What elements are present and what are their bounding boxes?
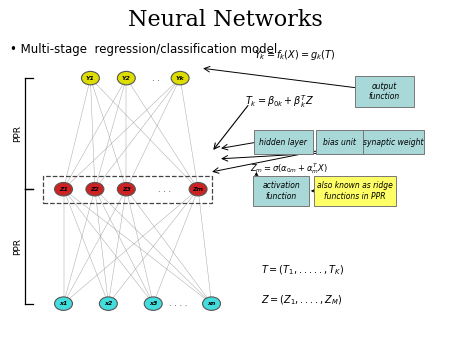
FancyBboxPatch shape — [315, 130, 363, 154]
Text: PPR: PPR — [13, 125, 22, 142]
Circle shape — [86, 183, 104, 196]
Text: . .: . . — [152, 74, 159, 82]
Text: Z2: Z2 — [90, 187, 99, 192]
Text: Yk: Yk — [176, 76, 184, 81]
FancyBboxPatch shape — [315, 175, 396, 206]
Text: Neural Networks: Neural Networks — [128, 9, 322, 31]
Text: $T = (T_1,.....,T_K)$: $T = (T_1,.....,T_K)$ — [261, 263, 344, 277]
Circle shape — [117, 71, 135, 85]
Text: $Z = (Z_1,....,Z_M)$: $Z = (Z_1,....,Z_M)$ — [261, 293, 342, 307]
Circle shape — [54, 297, 72, 310]
Text: • Multi-stage  regression/classification model: • Multi-stage regression/classification … — [9, 43, 277, 56]
Circle shape — [144, 297, 162, 310]
Text: . . . .: . . . . — [169, 299, 187, 308]
Text: Y1: Y1 — [86, 76, 95, 81]
Text: x1: x1 — [59, 301, 68, 306]
FancyBboxPatch shape — [254, 130, 313, 154]
FancyBboxPatch shape — [253, 175, 309, 206]
Text: Z3: Z3 — [122, 187, 131, 192]
FancyBboxPatch shape — [355, 76, 414, 107]
Circle shape — [171, 71, 189, 85]
Circle shape — [202, 297, 220, 310]
Text: $Z_m = \sigma(\alpha_{0m} + \alpha_m^T X)$: $Z_m = \sigma(\alpha_{0m} + \alpha_m^T X… — [250, 162, 328, 176]
Text: activation
function: activation function — [262, 181, 300, 200]
Text: Y2: Y2 — [122, 76, 131, 81]
Circle shape — [117, 183, 135, 196]
Text: $T_k = \beta_{0k} + \beta_k^T Z$: $T_k = \beta_{0k} + \beta_k^T Z$ — [245, 93, 315, 110]
Circle shape — [189, 183, 207, 196]
Circle shape — [54, 183, 72, 196]
Text: output
function: output function — [369, 82, 400, 101]
Text: synaptic weight: synaptic weight — [363, 138, 423, 147]
Text: x3: x3 — [149, 301, 158, 306]
Text: hidden layer: hidden layer — [259, 138, 307, 147]
Text: Zm: Zm — [193, 187, 203, 192]
Circle shape — [81, 71, 99, 85]
Text: Z1: Z1 — [59, 187, 68, 192]
Text: $Y_k = f_k(X) = g_k(T)$: $Y_k = f_k(X) = g_k(T)$ — [254, 48, 335, 62]
Text: PPR: PPR — [13, 238, 22, 255]
Text: also known as ridge
functions in PPR: also known as ridge functions in PPR — [317, 181, 393, 200]
Text: . . .: . . . — [158, 185, 171, 194]
Text: xn: xn — [207, 301, 216, 306]
FancyBboxPatch shape — [363, 130, 424, 154]
Text: x2: x2 — [104, 301, 112, 306]
Text: bias unit: bias unit — [323, 138, 356, 147]
Bar — [43, 176, 212, 203]
Circle shape — [99, 297, 117, 310]
